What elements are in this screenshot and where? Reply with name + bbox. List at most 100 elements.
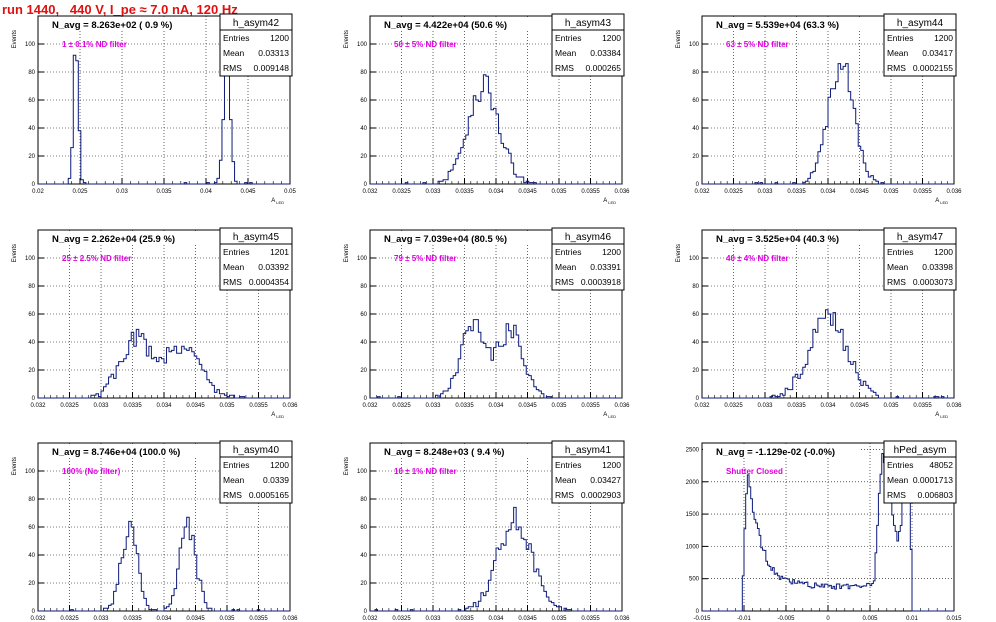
stats-label: Entries — [887, 460, 913, 470]
stats-value: 48052 — [929, 460, 953, 470]
stats-label: Entries — [223, 33, 249, 43]
y-axis-label: Events — [12, 30, 18, 48]
navg-label: N_avg = 8.248e+03 ( 9.4 %) — [384, 447, 504, 458]
y-tick-label: 0 — [364, 609, 368, 615]
y-axis-label: Events — [676, 30, 682, 48]
x-tick-label: 0.0335 — [455, 616, 474, 622]
x-tick-label: 0.045 — [240, 189, 256, 195]
x-tick-label: 0.0335 — [787, 403, 806, 409]
y-tick-label: 100 — [25, 42, 36, 48]
y-tick-label: 60 — [28, 312, 35, 318]
y-tick-label: 20 — [28, 154, 35, 160]
x-tick-label: 0.033 — [93, 616, 109, 622]
x-tick-label: 0.04 — [200, 189, 212, 195]
stats-label: Mean — [887, 475, 909, 485]
navg-label-bg — [703, 444, 861, 458]
y-tick-label: 100 — [25, 256, 36, 262]
x-tick-label: 0.0335 — [123, 616, 142, 622]
stats-value: 1200 — [270, 460, 289, 470]
stats-title: h_asym45 — [233, 232, 280, 243]
stats-label: Entries — [887, 247, 913, 257]
stats-label: Mean — [223, 262, 245, 272]
stats-value: 0.0004354 — [249, 277, 289, 287]
stats-value: 0.03427 — [590, 475, 621, 485]
stats-label: RMS — [223, 63, 242, 73]
x-tick-label: 0.035 — [219, 616, 235, 622]
histogram-panel: 0.032 0.0325 0.033 0.0335 0.034 0.0345 0.035 0.… — [676, 13, 962, 205]
x-axis-label: ALED — [271, 198, 284, 205]
stats-title: h_asym43 — [565, 18, 612, 29]
histogram-line — [38, 328, 290, 399]
stats-box — [551, 13, 625, 77]
x-tick-label: 0.03 — [116, 189, 128, 195]
x-tick-label: 0.036 — [614, 189, 630, 195]
stats-value: 1200 — [602, 33, 621, 43]
histogram-line — [38, 46, 290, 185]
x-tick-label: 0.0345 — [518, 403, 537, 409]
x-tick-label: 0.032 — [362, 616, 378, 622]
x-tick-label: 0.032 — [362, 189, 378, 195]
y-tick-label: 100 — [689, 256, 700, 262]
histogram-line — [38, 516, 290, 612]
x-tick-label: 0.0335 — [123, 403, 142, 409]
y-tick-label: 0 — [364, 396, 368, 402]
navg-label: N_avg = 3.525e+04 (40.3 %) — [716, 234, 839, 245]
x-tick-label: 0.0325 — [724, 189, 743, 195]
navg-label: N_avg = 8.746e+04 (100.0 %) — [52, 447, 180, 458]
navg-label-bg — [39, 231, 197, 245]
y-tick-label: 20 — [28, 368, 35, 374]
navg-label: N_avg = 5.539e+04 (63.3 %) — [716, 20, 839, 31]
histogram-line — [370, 506, 622, 612]
y-tick-label: 100 — [357, 469, 368, 475]
x-tick-label: 0.0335 — [787, 189, 806, 195]
y-tick-label: 0 — [32, 182, 36, 188]
stats-value: 1200 — [934, 247, 953, 257]
x-tick-label: 0.01 — [906, 616, 918, 622]
x-tick-label: 0.034 — [156, 403, 172, 409]
stats-value: 0.03417 — [922, 48, 953, 58]
x-tick-label: 0.032 — [30, 616, 46, 622]
x-tick-label: 0.035 — [551, 189, 567, 195]
filter-label: 100% (No filter) — [62, 467, 121, 476]
stats-box — [883, 227, 957, 291]
y-tick-label: 20 — [692, 368, 699, 374]
run-title: run 1440, 440 V, I_pe ≈ 7.0 nA, 120 Hz — [2, 2, 238, 17]
histogram-line — [702, 309, 954, 399]
x-tick-label: 0.0355 — [581, 403, 600, 409]
y-tick-label: 20 — [360, 368, 367, 374]
y-tick-label: 80 — [360, 497, 367, 503]
histogram-panel: -0.015 -0.01 -0.005 0 0.005 0.01 0.015 0 500 1000… — [686, 440, 962, 622]
filter-label: 40 ± 4% ND filter — [726, 254, 789, 263]
y-tick-label: 60 — [692, 312, 699, 318]
stats-label: Entries — [555, 460, 581, 470]
y-tick-label: 20 — [360, 154, 367, 160]
x-tick-label: 0.0325 — [60, 616, 79, 622]
stats-label: Entries — [555, 247, 581, 257]
navg-label: N_avg = 2.262e+04 (25.9 %) — [52, 234, 175, 245]
stats-label: Mean — [555, 48, 577, 58]
x-tick-label: 0.035 — [551, 403, 567, 409]
y-tick-label: 40 — [360, 126, 367, 132]
stats-box — [551, 440, 625, 504]
x-tick-label: 0.034 — [820, 189, 836, 195]
filter-label: 79 ± 5% ND filter — [394, 254, 457, 263]
y-tick-label: 0 — [696, 182, 700, 188]
x-tick-label: 0.02 — [32, 189, 44, 195]
stats-value: 0.0002155 — [913, 63, 953, 73]
stats-value: 0.03398 — [922, 262, 953, 272]
filter-label: 10 ± 1% ND filter — [394, 467, 457, 476]
y-tick-label: 80 — [360, 70, 367, 76]
stats-title: h_asym40 — [233, 445, 280, 456]
x-tick-label: 0.035 — [883, 189, 899, 195]
x-axis-label: ALED — [935, 412, 948, 419]
stats-value: 1200 — [270, 33, 289, 43]
x-tick-label: 0.033 — [425, 403, 441, 409]
stats-label: Entries — [223, 247, 249, 257]
y-tick-label: 1500 — [686, 512, 700, 518]
x-tick-label: 0.0325 — [392, 616, 411, 622]
x-axis-label: ALED — [603, 198, 616, 205]
histogram-panel: 0.032 0.0325 0.033 0.0335 0.034 0.0345 0.035 0.… — [12, 227, 298, 419]
y-tick-label: 1000 — [686, 544, 700, 550]
x-tick-label: 0.036 — [282, 403, 298, 409]
